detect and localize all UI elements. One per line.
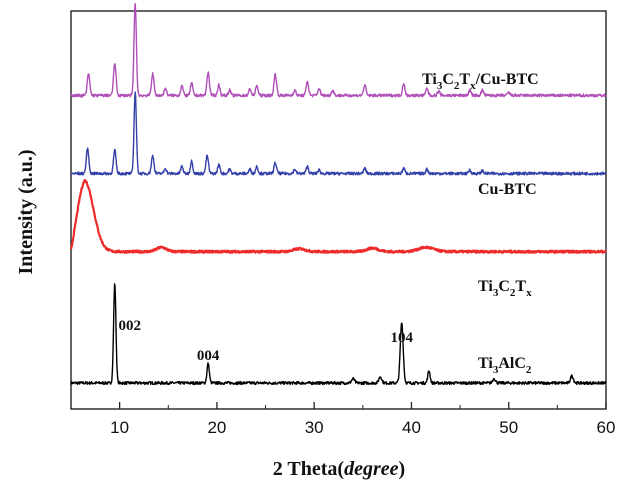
- series-label-cu-btc: Cu-BTC: [478, 181, 537, 198]
- series-label-ti3c2tx: Ti3C2Tx: [478, 278, 532, 299]
- series-line-cu-btc: [70, 91, 607, 176]
- series-label-part: 3: [493, 364, 499, 376]
- y-axis-title: Intensity (a.u.): [15, 149, 37, 274]
- series-layer: [69, 2, 607, 386]
- series-line-ti3c2tx: [69, 179, 607, 254]
- series-label-part: 3: [437, 80, 443, 92]
- series-line-ti3c2tx-cu-btc: [70, 2, 607, 98]
- peak-annotations: 002 004 104: [119, 318, 414, 364]
- peak-label-104: 104: [390, 330, 413, 346]
- x-tick-label: 40: [402, 418, 421, 437]
- series-label-ti3alc2: Ti3AlC2: [478, 355, 532, 376]
- x-tick-label: 50: [499, 418, 518, 437]
- series-label-part: T: [459, 71, 470, 88]
- x-axis-title-unit: degree: [344, 458, 399, 480]
- series-label-part: C: [498, 278, 510, 295]
- x-tick-label: 20: [207, 418, 226, 437]
- x-tick-label: 60: [597, 418, 616, 437]
- x-axis-title: 2 Theta(degree): [273, 458, 405, 480]
- x-tick-label: 30: [305, 418, 324, 437]
- series-label-part: C: [442, 71, 454, 88]
- peak-label-004: 004: [197, 348, 220, 364]
- x-axis-ticks: 10 20 30 40 50 60: [70, 402, 616, 437]
- series-label-part: Ti: [478, 355, 493, 372]
- series-label-part: x: [526, 287, 532, 299]
- series-label-part: AlC: [498, 355, 526, 372]
- peak-label-002: 002: [119, 318, 142, 334]
- x-axis-title-main: 2 Theta(: [273, 458, 345, 480]
- series-label-part: 2: [526, 364, 532, 376]
- series-line-ti3alc2: [70, 283, 607, 386]
- series-label-part: x: [470, 80, 476, 92]
- plot-frame: [70, 10, 607, 410]
- series-label-part: T: [515, 278, 526, 295]
- series-label-ti3c2tx-cu-btc: Ti3C2Tx/Cu-BTC: [422, 71, 539, 92]
- series-label-part: 2: [510, 287, 516, 299]
- series-label-part: /Cu-BTC: [475, 71, 539, 88]
- series-label-part: Cu-BTC: [478, 181, 537, 198]
- series-label-part: 3: [493, 287, 499, 299]
- x-tick-label: 10: [110, 418, 129, 437]
- series-label-part: Ti: [422, 71, 437, 88]
- series-label-part: 2: [454, 80, 460, 92]
- x-axis-title-close: ): [399, 458, 406, 480]
- series-label-part: Ti: [478, 278, 493, 295]
